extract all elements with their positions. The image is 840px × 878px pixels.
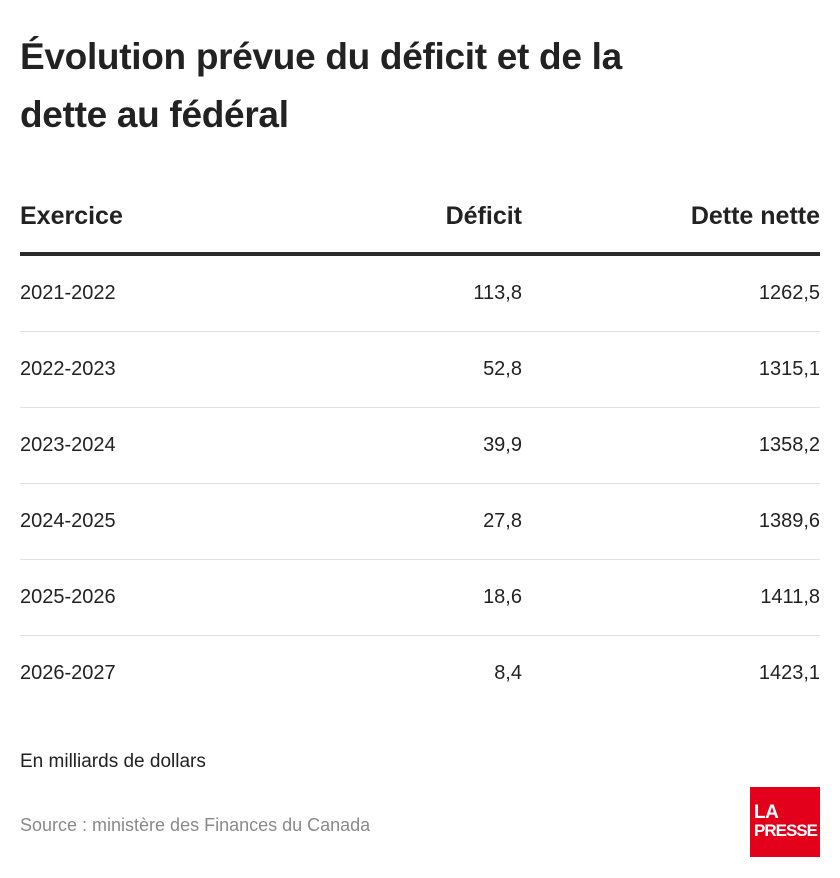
cell-year: 2022-2023 bbox=[20, 331, 320, 408]
cell-deficit: 113,8 bbox=[320, 254, 522, 332]
cell-deficit: 8,4 bbox=[494, 662, 522, 684]
column-header-year: Exercice bbox=[20, 180, 320, 256]
table-row: 2021-2022 113,8 1262,5 bbox=[20, 254, 820, 332]
source-note: Source : ministère des Finances du Canad… bbox=[20, 815, 371, 835]
cell-deficit: 52,8 bbox=[320, 331, 522, 408]
cell-debt: 1389,6 bbox=[522, 483, 820, 560]
table-row: 2025-2026 18,6 1411,8 bbox=[20, 559, 820, 636]
cell-deficit: 27,8 bbox=[320, 483, 522, 560]
cell-deficit: 18,6 bbox=[320, 559, 522, 636]
table-row: 2026-2027 8,4 1423,1 bbox=[20, 636, 820, 712]
cell-debt: 1423,1 bbox=[758, 662, 820, 684]
cell-deficit: 39,9 bbox=[320, 407, 522, 484]
table-row: 2023-2024 39,9 1358,2 bbox=[20, 407, 820, 484]
cell-year: 2021-2022 bbox=[20, 254, 320, 332]
data-table: Exercice Déficit Dette nette 2021-2022 1… bbox=[20, 180, 820, 711]
cell-year: 2023-2024 bbox=[20, 407, 320, 484]
la-presse-logo: LA PRESSE bbox=[750, 787, 820, 857]
column-header-deficit: Déficit bbox=[320, 180, 522, 256]
cell-year: 2025-2026 bbox=[20, 559, 320, 636]
logo-line-2: PRESSE bbox=[754, 821, 818, 840]
cell-debt: 1358,2 bbox=[522, 407, 820, 484]
unit-note: En milliards de dollars bbox=[20, 751, 206, 772]
chart-title: Évolution prévue du déficit et de la det… bbox=[20, 36, 622, 135]
cell-debt: 1315,1 bbox=[522, 331, 820, 408]
table-row: 2022-2023 52,8 1315,1 bbox=[20, 331, 820, 408]
logo-line-1: LA bbox=[754, 802, 779, 823]
table-header-row: Exercice Déficit Dette nette bbox=[20, 180, 820, 256]
cell-year: 2024-2025 bbox=[20, 483, 320, 560]
column-header-debt: Dette nette bbox=[522, 180, 820, 256]
cell-debt: 1262,5 bbox=[522, 254, 820, 332]
cell-year: 2026-2027 bbox=[20, 662, 116, 684]
cell-debt: 1411,8 bbox=[522, 559, 820, 636]
table-row: 2024-2025 27,8 1389,6 bbox=[20, 483, 820, 560]
